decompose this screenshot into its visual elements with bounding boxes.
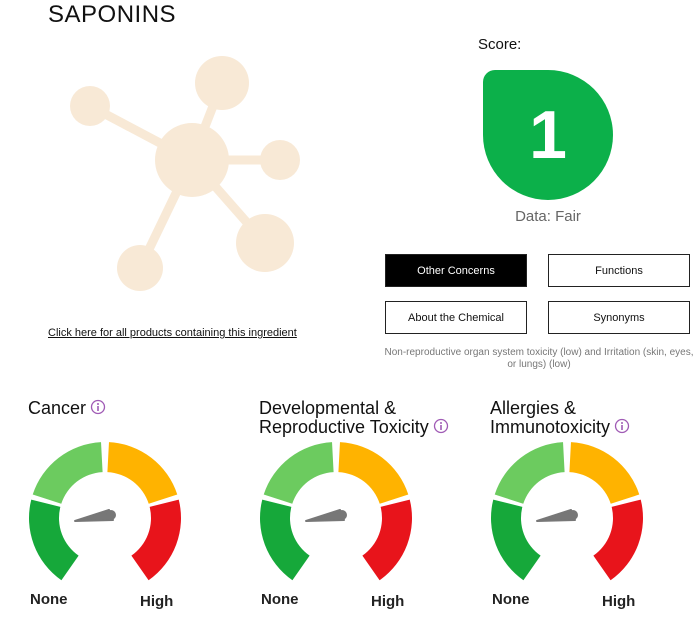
tab[interactable]: About the Chemical: [385, 301, 527, 334]
info-ring: [433, 418, 448, 434]
gauge-segment: [362, 499, 412, 581]
concern-description: Non-reproductive organ system toxicity (…: [384, 347, 694, 370]
info-dot: [439, 422, 442, 424]
info-icon[interactable]: [614, 418, 630, 434]
molecule-icon: [70, 56, 300, 291]
gauge-title: Allergies & Immunotoxicity: [490, 399, 630, 437]
products-link[interactable]: Click here for all products containing t…: [48, 327, 297, 339]
gauge-low-label: None: [30, 591, 68, 608]
gauge-high-label: High: [602, 593, 636, 610]
score-label: Score:: [478, 36, 522, 53]
gauge-title: Developmental & Reproductive Toxicity: [259, 399, 449, 437]
gauge-low-label: None: [492, 591, 530, 608]
tab[interactable]: Synonyms: [548, 301, 690, 334]
gauge-title-line: Developmental &: [259, 398, 397, 418]
gauge: [491, 442, 643, 581]
info-ring: [90, 399, 106, 415]
info-stem: [439, 425, 442, 430]
gauge-segment: [29, 499, 79, 581]
gauge-segment: [32, 442, 103, 504]
info-icon[interactable]: [90, 399, 106, 415]
info-stem: [621, 425, 623, 430]
gauge-segment: [593, 499, 643, 581]
gauge-hub: [337, 510, 347, 520]
gauge-hub: [106, 510, 116, 520]
gauge-high-label: High: [371, 593, 405, 610]
gauge: [260, 442, 412, 581]
chemical-name: SAPONINS: [48, 1, 177, 28]
gauge-segment: [494, 442, 565, 504]
gauge-segment: [260, 499, 310, 581]
score-badge: 1: [483, 70, 613, 200]
gauge-title-line: Allergies &: [490, 398, 577, 418]
data-availability: Data: Fair: [515, 208, 581, 225]
tab[interactable]: Other Concerns: [385, 254, 527, 287]
info-dot: [97, 403, 100, 405]
gauge: [29, 442, 181, 581]
gauge-title: Cancer: [28, 399, 106, 418]
gauge-segment: [338, 442, 409, 504]
gauge-segment: [263, 442, 334, 504]
gauge-segment: [107, 442, 178, 504]
gauge-title-line: Immunotoxicity: [490, 418, 630, 437]
gauge-segment: [569, 442, 640, 504]
gauge-title-line: Reproductive Toxicity: [259, 418, 449, 437]
gauge-hub: [568, 510, 578, 520]
gauge-title-line: Cancer: [28, 399, 106, 418]
info-ring: [614, 418, 630, 434]
gauge-high-label: High: [140, 593, 174, 610]
tab[interactable]: Functions: [548, 254, 690, 287]
gauge-segment: [131, 499, 181, 581]
gauge-low-label: None: [261, 591, 299, 608]
info-stem: [97, 406, 99, 411]
gauge-segment: [491, 499, 541, 581]
info-icon[interactable]: [433, 418, 449, 434]
info-dot: [621, 422, 624, 424]
